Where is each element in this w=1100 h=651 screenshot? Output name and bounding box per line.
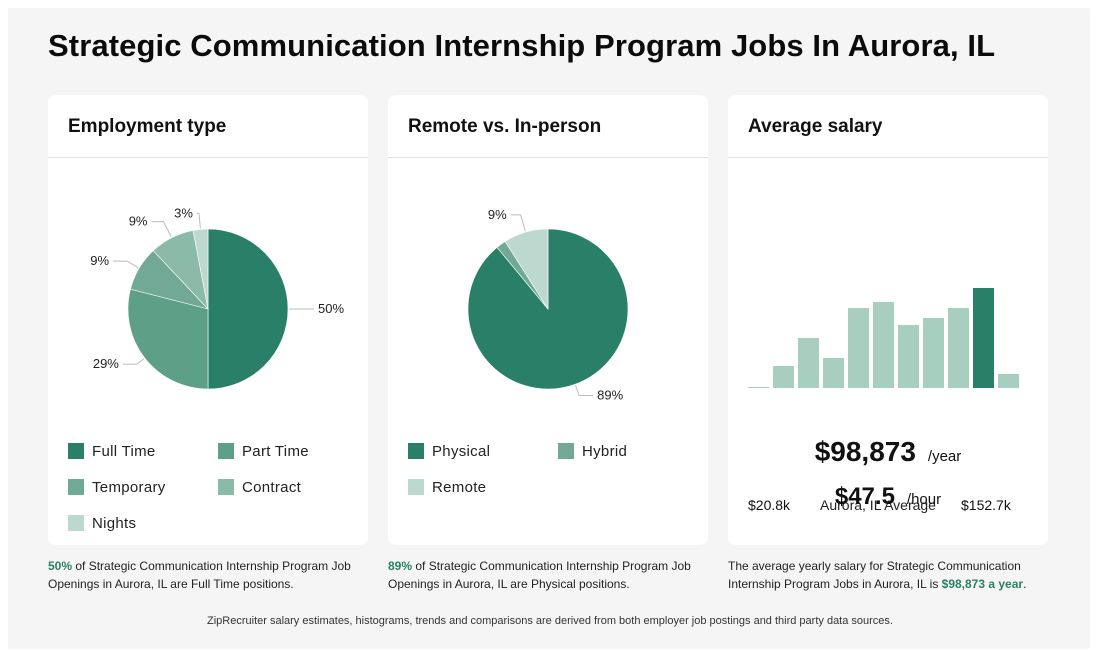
legend-label: Remote: [432, 478, 487, 496]
legend-item-nights: Nights: [68, 513, 136, 533]
pie-percent-label: 9%: [90, 253, 109, 268]
card-title: Employment type: [68, 116, 227, 137]
hourly-salary-row: $47.5 /hour: [728, 483, 1048, 511]
card-header: Employment type: [48, 95, 368, 158]
legend-label: Nights: [92, 514, 137, 532]
histogram-bar: [898, 325, 919, 388]
pie-slice-full-time: [207, 228, 289, 390]
pie-percent-label: 50%: [318, 301, 344, 316]
legend-item-temporary: Temporary: [68, 477, 166, 497]
remote-vs-in-person-card: Remote vs. In-person 89% 9% Physical Hybr…: [388, 95, 708, 545]
salary-note-text: The average yearly salary for Strategic …: [728, 559, 1021, 591]
pie-percent-label: 3%: [174, 205, 193, 220]
hourly-salary-value: $47.5: [834, 483, 895, 510]
footer-disclaimer: ZipRecruiter salary estimates, histogram…: [207, 615, 893, 627]
remote-note: 89% of Strategic Communication Internshi…: [388, 557, 708, 593]
pie-percent-label: 9%: [129, 214, 148, 229]
legend-label: Contract: [242, 478, 302, 496]
remote-note-percent: 89%: [388, 559, 413, 573]
card-header: Remote vs. In-person: [388, 95, 708, 158]
pie-label-leader: [510, 214, 526, 232]
page-title: Strategic Communication Internship Progr…: [48, 28, 996, 63]
legend-label: Full Time: [92, 442, 156, 460]
pie-label-leader: [151, 221, 172, 238]
pie-slice-remote: [504, 228, 549, 311]
histogram-bar: [998, 374, 1019, 388]
employment-note: 50% of Strategic Communication Internshi…: [48, 557, 368, 593]
salary-note-suffix: .: [1023, 577, 1027, 591]
pie-percent-label: 9%: [488, 207, 507, 222]
pie-label-leader: [113, 260, 139, 269]
salary-note: The average yearly salary for Strategic …: [728, 557, 1048, 593]
legend-item-contract: Contract: [218, 477, 301, 497]
legend-swatch: [218, 479, 234, 495]
histogram-bar: [923, 318, 944, 388]
histogram-bar-highlight: [973, 288, 994, 388]
histogram-bar: [823, 358, 844, 388]
legend-swatch: [68, 515, 84, 531]
legend-item-remote: Remote: [408, 477, 486, 497]
legend-swatch: [408, 479, 424, 495]
card-title: Remote vs. In-person: [408, 116, 602, 137]
pie-slice-part-time: [127, 288, 209, 390]
legend-item-full-time: Full Time: [68, 441, 156, 461]
yearly-salary-value: $98,873: [814, 436, 916, 467]
pie-label-leader: [196, 212, 201, 229]
yearly-salary-row: $98,873 /year: [728, 436, 1048, 468]
legend-swatch: [68, 479, 84, 495]
histogram-bar: [748, 387, 769, 388]
pie-slice-nights: [192, 228, 209, 310]
card-header: Average salary: [728, 95, 1048, 158]
pie-label-leader: [574, 385, 594, 397]
legend-label: Physical: [432, 442, 491, 460]
salary-histogram: [748, 288, 1019, 388]
histogram-bar: [848, 308, 869, 388]
histogram-bar: [948, 308, 969, 388]
hourly-unit: /hour: [906, 491, 942, 508]
yearly-unit: /year: [927, 448, 962, 465]
legend-label: Hybrid: [582, 442, 628, 460]
average-salary-card: Average salary $20.8k Aurora, IL Average…: [728, 95, 1048, 545]
employment-pie-chart: 50% 29% 9% 9% 3%: [90, 205, 344, 390]
legend-label: Temporary: [92, 478, 166, 496]
remote-note-text: of Strategic Communication Internship Pr…: [388, 559, 691, 591]
salary-axis-max: $152.7k: [961, 497, 1011, 513]
remote-pie-chart: 89% 9%: [467, 207, 629, 403]
histogram-bar: [773, 366, 794, 388]
histogram-bar: [873, 302, 894, 388]
salary-axis-average-label: Aurora, IL Average: [820, 497, 936, 513]
legend-item-part-time: Part Time: [218, 441, 309, 461]
legend-item-hybrid: Hybrid: [558, 441, 627, 461]
legend-swatch: [408, 443, 424, 459]
legend-swatch: [68, 443, 84, 459]
salary-axis-min: $20.8k: [748, 497, 791, 513]
employment-type-card: Employment type 50% 29% 9% 9% 3% Full Time P…: [48, 95, 368, 545]
legend-item-physical: Physical: [408, 441, 490, 461]
legend-swatch: [558, 443, 574, 459]
salary-note-value: $98,873 a year: [941, 577, 1024, 591]
card-title: Average salary: [748, 116, 883, 137]
legend-label: Part Time: [242, 442, 309, 460]
legend-swatch: [218, 443, 234, 459]
employment-note-text: of Strategic Communication Internship Pr…: [48, 559, 351, 591]
pie-label-leader: [122, 358, 145, 365]
pie-percent-label: 29%: [93, 356, 119, 371]
employment-note-percent: 50%: [48, 559, 73, 573]
histogram-bar: [798, 338, 819, 388]
pie-percent-label: 89%: [597, 388, 623, 403]
